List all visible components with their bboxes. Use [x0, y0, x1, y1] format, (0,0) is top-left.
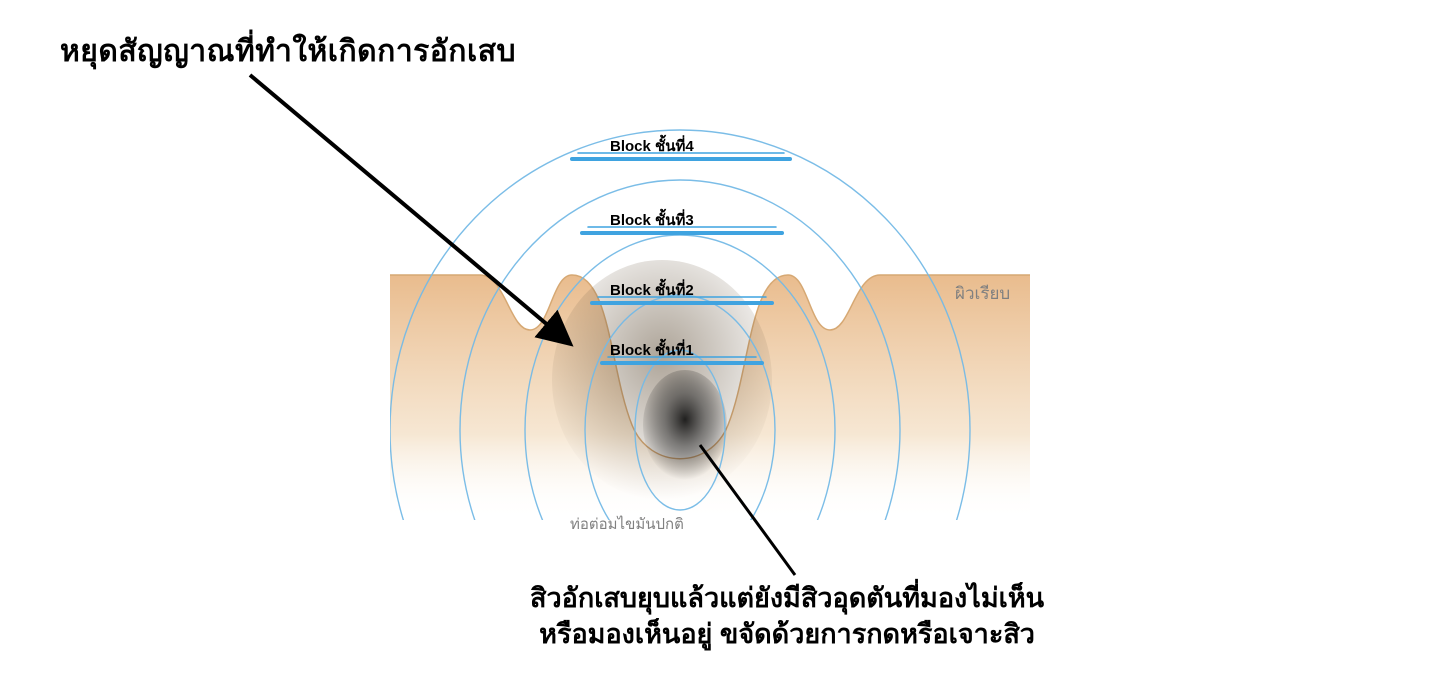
skin-label: ผิวเรียบ: [955, 280, 1010, 307]
diagram-stage: { "canvas": { "w": 1440, "h": 680, "bg":…: [0, 0, 1440, 680]
caption-line2: หรือมองเห็นอยู่ ขจัดด้วยการกดหรือเจาะสิว: [539, 619, 1035, 649]
title-top: หยุดสัญญาณที่ทำให้เกิดการอักเสบ: [60, 28, 516, 75]
gland-label: ท่อต่อมไขมันปกติ: [570, 512, 684, 536]
block-label-3: Block ชั้นที่3: [610, 208, 694, 232]
block-label-2: Block ชั้นที่2: [610, 278, 694, 302]
block-label-1: Block ชั้นที่1: [610, 338, 694, 362]
diagram-svg: [0, 0, 1440, 680]
caption-bottom: สิวอักเสบยุบแล้วแต่ยังมีสิวอุดตันที่มองไ…: [530, 580, 1044, 653]
block-label-4: Block ชั้นที่4: [610, 134, 694, 158]
caption-line1: สิวอักเสบยุบแล้วแต่ยังมีสิวอุดตันที่มองไ…: [530, 583, 1044, 613]
